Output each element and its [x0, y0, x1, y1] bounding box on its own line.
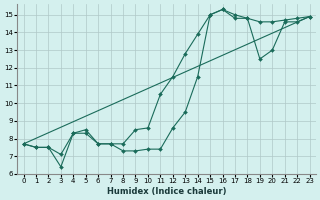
- X-axis label: Humidex (Indice chaleur): Humidex (Indice chaleur): [107, 187, 226, 196]
